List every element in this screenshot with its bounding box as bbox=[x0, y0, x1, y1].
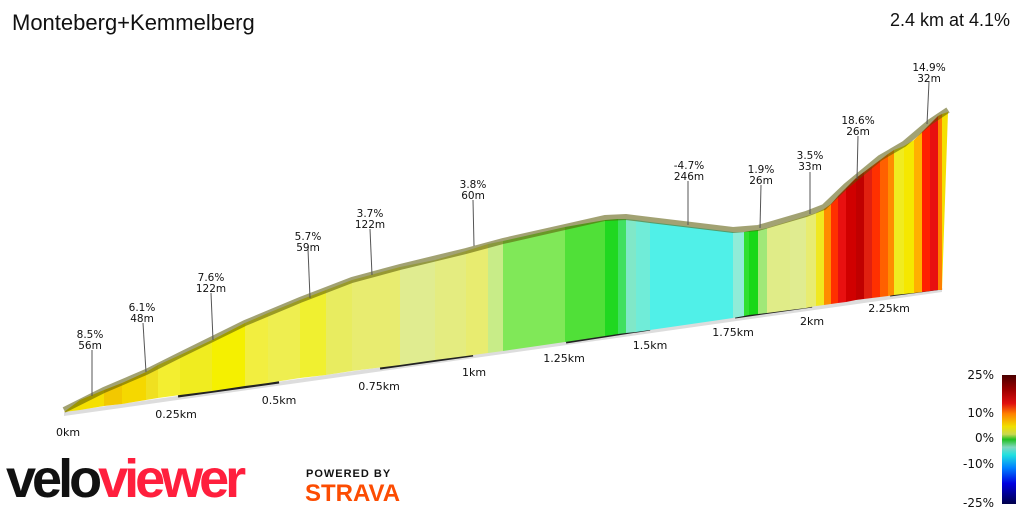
svg-text:1.25km: 1.25km bbox=[543, 352, 585, 365]
svg-text:26m: 26m bbox=[846, 126, 870, 138]
svg-text:3.7%: 3.7% bbox=[357, 208, 384, 220]
svg-text:2km: 2km bbox=[800, 315, 824, 328]
svg-text:1km: 1km bbox=[462, 366, 486, 379]
svg-text:59m: 59m bbox=[296, 242, 320, 254]
legend-label-0: 0% bbox=[974, 431, 994, 445]
legend-label-neg10: -10% bbox=[962, 457, 994, 471]
legend-label-min: -25% bbox=[962, 496, 994, 510]
svg-text:18.6%: 18.6% bbox=[841, 115, 874, 127]
svg-text:5.7%: 5.7% bbox=[295, 231, 322, 243]
veloviewer-logo: veloviewer bbox=[6, 449, 246, 509]
legend-label-max: 25% bbox=[967, 368, 994, 382]
svg-text:3.8%: 3.8% bbox=[460, 179, 487, 191]
svg-text:122m: 122m bbox=[196, 283, 226, 295]
segment-annotations: 8.5% 56m 6.1% 48m 7.6% 122m 5.7% 59m 3.7… bbox=[77, 62, 946, 396]
svg-text:-4.7%: -4.7% bbox=[674, 160, 704, 172]
powered-by-text: POWERED BY bbox=[306, 468, 392, 480]
svg-text:7.6%: 7.6% bbox=[198, 272, 225, 284]
svg-text:122m: 122m bbox=[355, 219, 385, 231]
svg-text:48m: 48m bbox=[130, 313, 154, 325]
svg-text:0km: 0km bbox=[56, 426, 80, 439]
climb-title: Monteberg+Kemmelberg bbox=[12, 10, 255, 35]
svg-text:14.9%: 14.9% bbox=[912, 62, 945, 74]
svg-text:33m: 33m bbox=[798, 161, 822, 173]
svg-text:60m: 60m bbox=[461, 190, 485, 202]
svg-text:1.75km: 1.75km bbox=[712, 326, 754, 339]
svg-text:2.25km: 2.25km bbox=[868, 302, 910, 315]
legend-label-10: 10% bbox=[967, 406, 994, 420]
svg-text:0.75km: 0.75km bbox=[358, 380, 400, 393]
svg-text:6.1%: 6.1% bbox=[129, 302, 156, 314]
svg-text:0.25km: 0.25km bbox=[155, 408, 197, 421]
svg-text:56m: 56m bbox=[78, 340, 102, 352]
svg-text:1.9%: 1.9% bbox=[748, 164, 775, 176]
strava-logo: STRAVA bbox=[305, 480, 401, 507]
svg-text:1.5km: 1.5km bbox=[633, 339, 668, 352]
svg-text:3.5%: 3.5% bbox=[797, 150, 824, 162]
climb-summary: 2.4 km at 4.1% bbox=[889, 10, 1010, 30]
svg-text:26m: 26m bbox=[749, 175, 773, 187]
svg-text:8.5%: 8.5% bbox=[77, 329, 104, 341]
x-axis-tick-labels: 0km 0.25km 0.5km 0.75km 1km 1.25km 1.5km… bbox=[56, 302, 910, 439]
svg-text:246m: 246m bbox=[674, 171, 704, 183]
legend-color-bar bbox=[1002, 375, 1016, 504]
svg-text:0.5km: 0.5km bbox=[262, 394, 297, 407]
svg-text:32m: 32m bbox=[917, 73, 941, 85]
